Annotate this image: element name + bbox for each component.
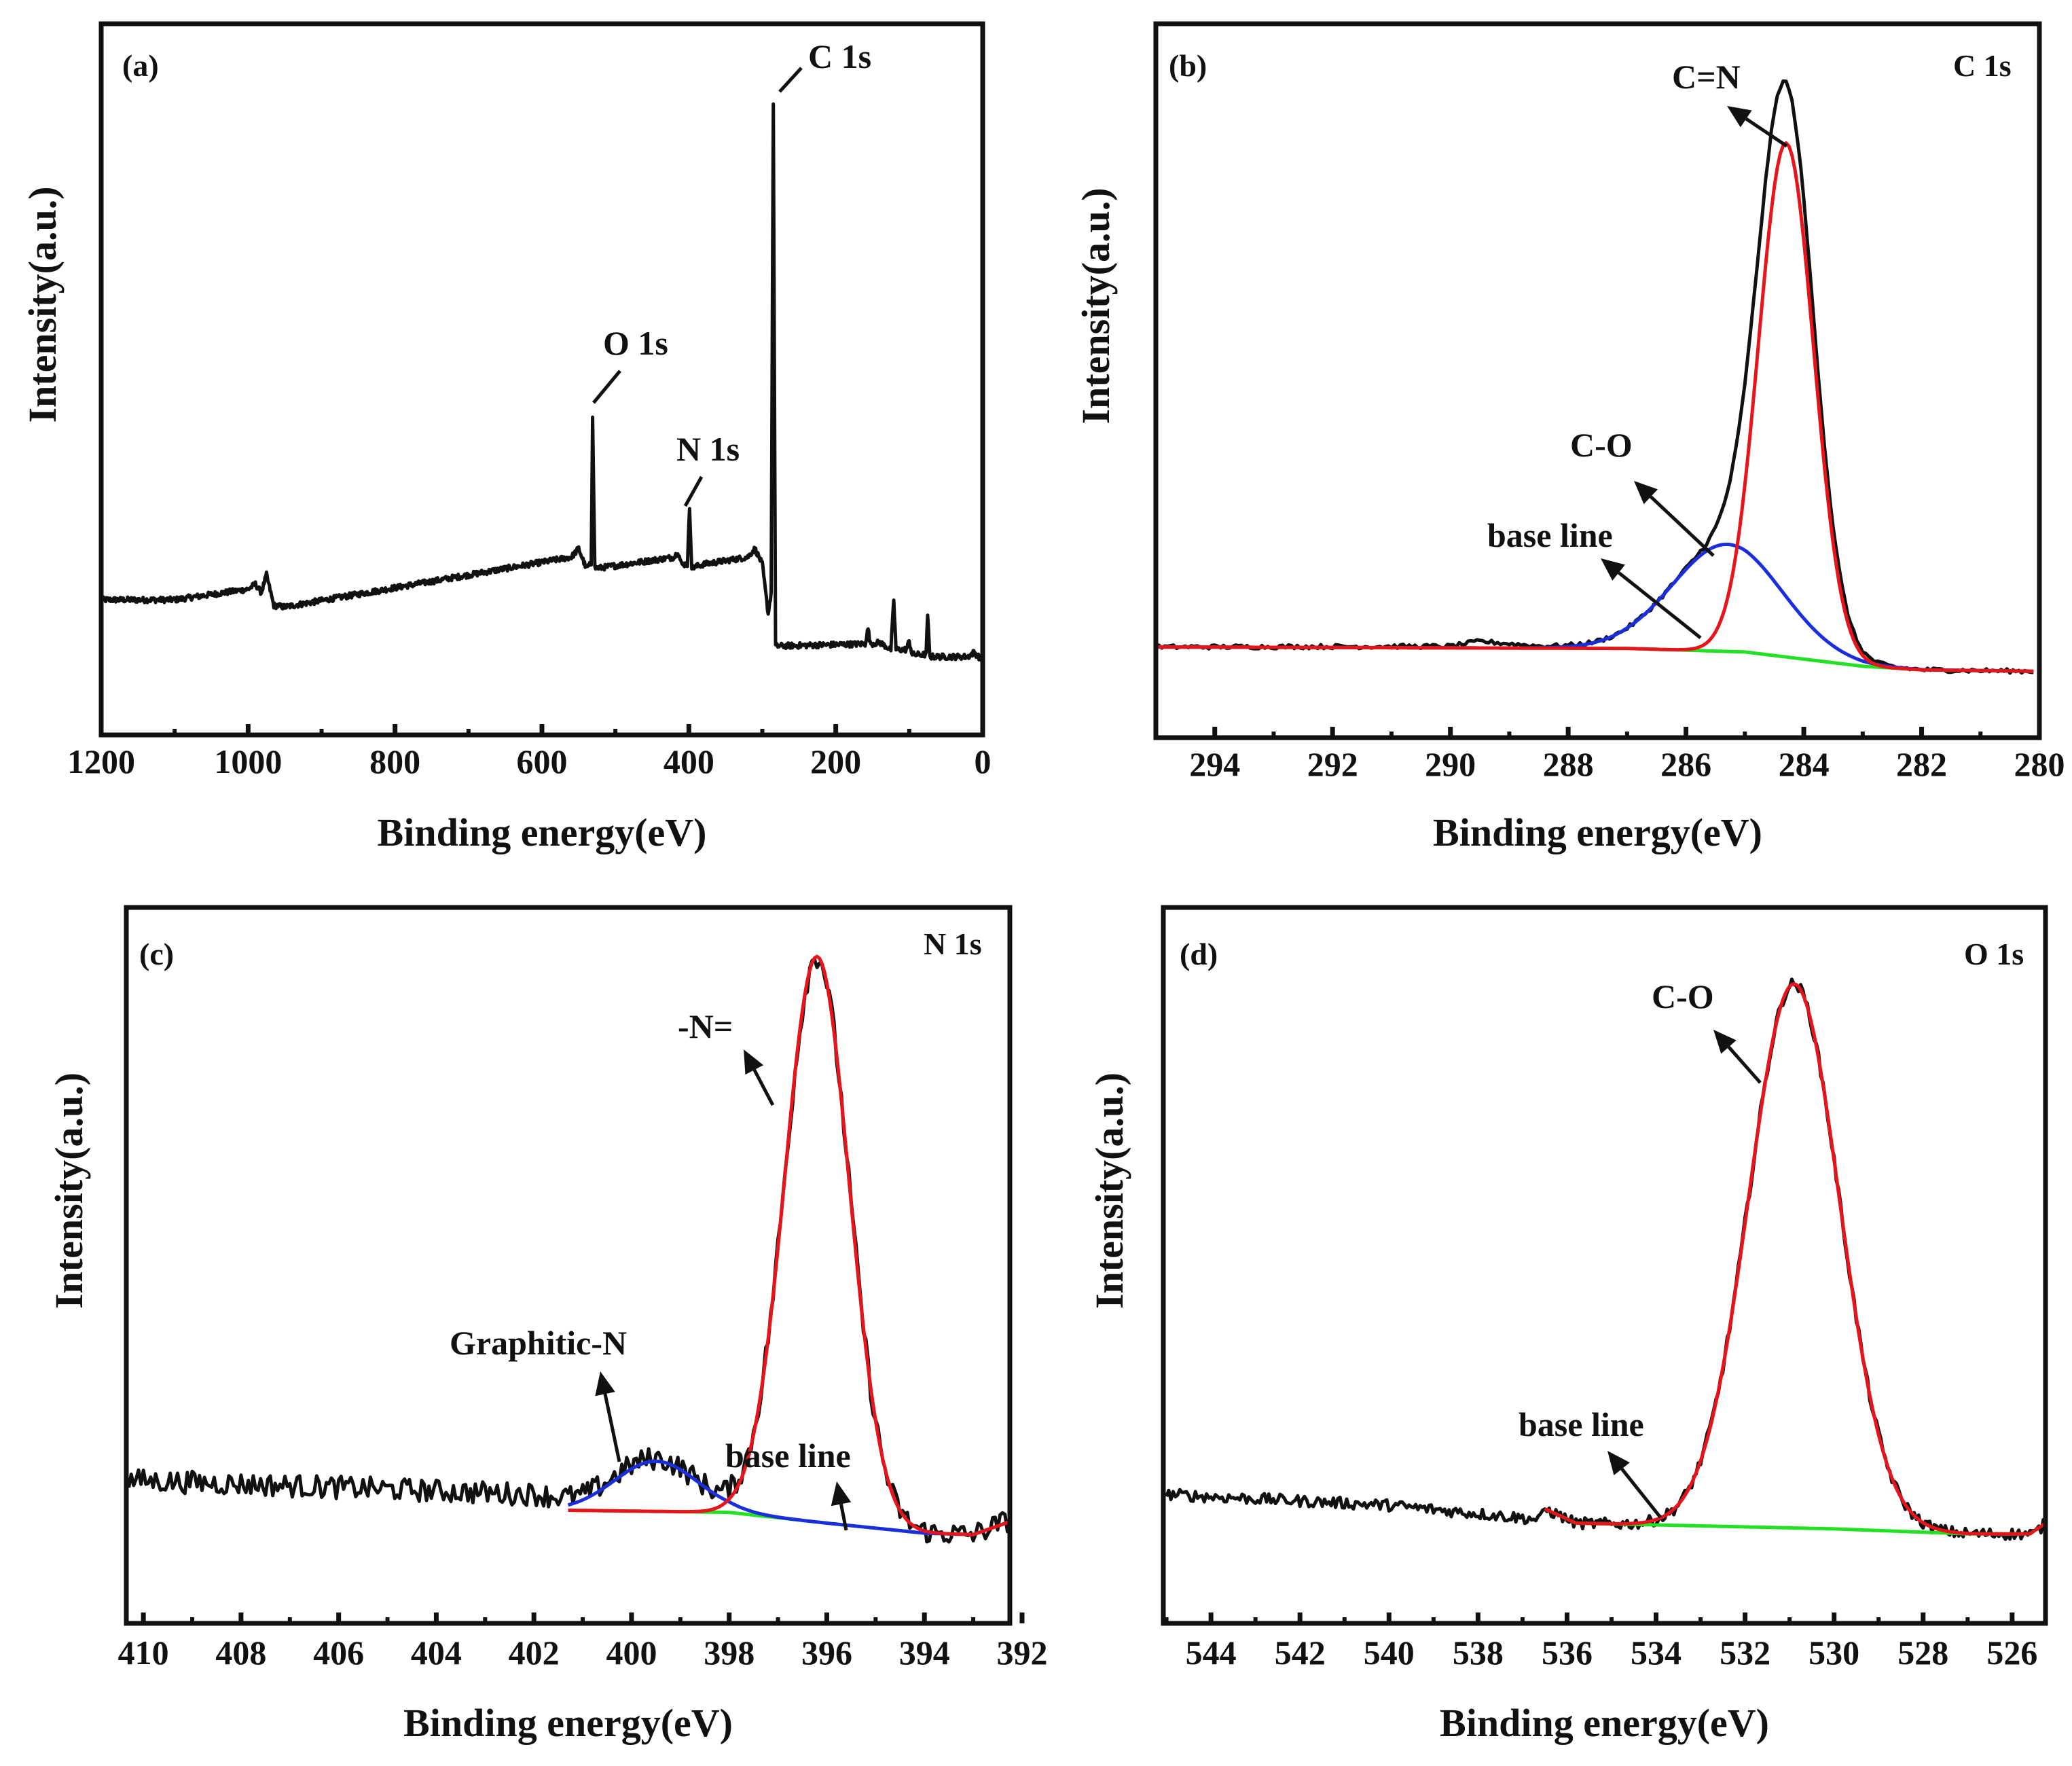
baseline-line [1544,1507,2047,1536]
x-tick-label: 538 [1453,1634,1504,1672]
x-tick-label: 408 [215,1634,266,1672]
x-tick-label: 1200 [67,742,135,780]
survey-spectrum-line [99,102,984,662]
annotation-leader-c1s [778,67,803,93]
plot-frame [98,21,985,738]
annotation-baseline: base line [1487,516,1613,554]
plot-frame [1153,21,2042,740]
x-tick-label: 544 [1186,1634,1237,1672]
annotation-arrow [744,1049,775,1106]
x-tick-label: 398 [704,1634,755,1672]
panel-label: (c) [139,937,174,971]
plot-area [99,102,984,662]
plot-area [127,954,1012,1544]
x-tick-label: 528 [1897,1634,1948,1672]
x-tick-label: 400 [664,742,714,780]
region-label: O 1s [1964,937,2024,971]
baseline-line [568,1509,1011,1536]
annotation-arrow [595,1371,621,1462]
x-tick-label: 530 [1809,1634,1859,1672]
x-tick-label: 534 [1631,1634,1682,1672]
annotation-arrow [1727,106,1788,148]
x-tick-label: 200 [810,742,861,780]
annotation-arrow [1607,1451,1662,1519]
annotation-graphitic-n: Graphitic-N [450,1324,627,1362]
fit-component-n [568,954,1011,1536]
annotation-arrow [1634,481,1715,557]
fit-component-c-o [1156,542,2034,673]
x-axis-label: Binding energy(eV) [1440,1701,1769,1745]
annotation-peak-n: -N= [678,1007,733,1045]
y-axis-label: Intensity(a.u.) [1074,187,1118,424]
x-tick-label: 286 [1660,745,1711,783]
annotation-arrow [1713,1030,1762,1084]
plot-frame [124,905,1013,1626]
x-tick-label: 406 [313,1634,364,1672]
panel-label: (d) [1180,937,1218,971]
annotation-peak-cn: C=N [1672,58,1741,96]
x-tick-label: 532 [1720,1634,1770,1672]
x-tick-label: 284 [1779,745,1830,783]
annotation-o1s: O 1s [603,324,668,362]
annotation-c1s: C 1s [808,37,871,75]
x-tick-label: 404 [411,1634,462,1672]
measured-spectrum-line [127,958,1012,1544]
annotation-n1s: N 1s [676,430,740,468]
annotation-leader-o1s [592,370,621,404]
plot-area [1165,977,2048,1541]
panel-label: (b) [1169,48,1207,83]
annotation-baseline: base line [725,1437,851,1475]
x-axis-label: Binding energy(eV) [378,810,707,854]
x-tick-label: 394 [899,1634,950,1672]
x-tick-label: 294 [1189,745,1240,783]
x-tick-label: 292 [1307,745,1358,783]
x-tick-label: 540 [1364,1634,1415,1672]
x-tick-label: 600 [517,742,568,780]
x-axis-label: Binding energy(eV) [403,1701,733,1745]
annotation-leader-n1s [683,475,704,507]
x-tick-label: 280 [2014,745,2065,783]
region-label: N 1s [924,926,982,961]
x-axis-label: Binding energy(eV) [1433,810,1762,854]
x-tick-label: 402 [509,1634,560,1672]
plot-frame [1161,905,2048,1626]
panel-a-survey: (a) C 1s O 1s N 1s 1200 1000 800 600 400 200 0… [20,21,992,854]
plot-area [1155,79,2034,675]
annotation-peak-co: C-O [1652,977,1714,1015]
measured-spectrum-line [1165,977,2048,1541]
annotation-baseline: base line [1519,1405,1644,1443]
annotation-arrow [1601,558,1702,639]
measured-spectrum-line [1155,79,2034,675]
x-tick-label: 400 [606,1634,657,1672]
annotation-peak-co: C-O [1570,426,1633,464]
x-tick-label: 536 [1542,1634,1593,1672]
panel-d-o1s: (d) O 1s C-O base line 544 542 540 538 536 53… [1087,905,2048,1745]
x-tick-label: 800 [369,742,420,780]
x-tick-label: 288 [1543,745,1594,783]
x-tick-label: 282 [1896,745,1947,783]
fit-component-c-n [1156,141,2034,673]
y-axis-label: Intensity(a.u.) [1087,1073,1131,1309]
region-label: C 1s [1953,48,2012,83]
y-axis-label: Intensity(a.u.) [20,186,65,422]
panel-b-c1s: (b) C 1s C=N C-O base line 294 292 290 288 2… [1074,21,2065,854]
x-tick-label: 290 [1425,745,1476,783]
x-tick-label: 396 [801,1634,852,1672]
x-tick-label: 526 [1986,1634,2037,1672]
fit-component-c-o [1544,982,2047,1536]
panel-c-n1s: (c) N 1s -N= Graphitic-N base line 410 40… [47,905,1047,1745]
annotation-arrow [831,1481,852,1531]
x-tick-label: 542 [1275,1634,1326,1672]
x-tick-label: 410 [118,1634,169,1672]
panel-label: (a) [122,48,159,83]
x-tick-label: 1000 [214,742,282,780]
x-tick-label: 392 [996,1634,1047,1672]
x-tick-label: 0 [975,742,992,780]
y-axis-label: Intensity(a.u.) [47,1073,91,1309]
